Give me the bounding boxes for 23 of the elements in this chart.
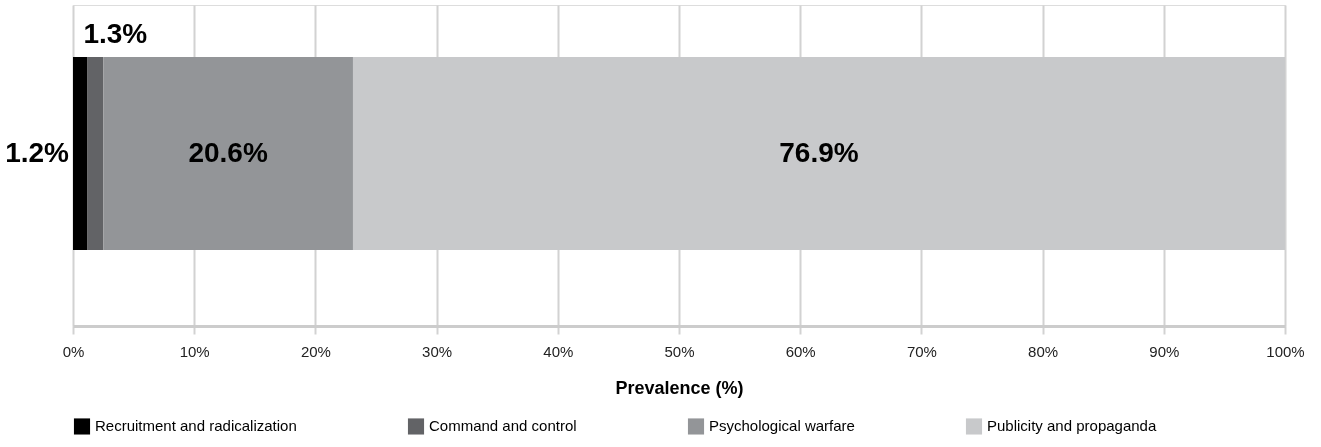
x-tick-label: 70%	[906, 342, 937, 360]
x-tick-label: 50%	[664, 342, 695, 360]
bar	[87, 57, 104, 250]
x-tick-label: 100%	[1266, 342, 1305, 360]
legend-label: Command and control	[429, 417, 577, 435]
x-tick-label: 90%	[1149, 342, 1180, 360]
x-tick-label: 60%	[785, 342, 816, 360]
x-tick-label: 20%	[300, 342, 331, 360]
x-tick-label: 10%	[179, 342, 210, 360]
x-tick-label: 0%	[62, 342, 85, 360]
data-label: 1.2%	[5, 136, 70, 168]
data-label: 20.6%	[188, 136, 268, 168]
legend-label: Recruitment and radicalization	[95, 417, 297, 435]
x-axis-title: Prevalence (%)	[615, 377, 744, 398]
legend-label: Psychological warfare	[709, 417, 855, 435]
data-label: 1.3%	[83, 18, 148, 49]
data-label: 76.9%	[779, 136, 859, 168]
x-tick-label: 30%	[422, 342, 453, 360]
bar	[103, 57, 353, 250]
bar	[73, 57, 88, 250]
x-tick-label: 40%	[543, 342, 574, 360]
x-tick-label: 80%	[1028, 342, 1059, 360]
legend-label: Publicity and propaganda	[987, 417, 1157, 435]
